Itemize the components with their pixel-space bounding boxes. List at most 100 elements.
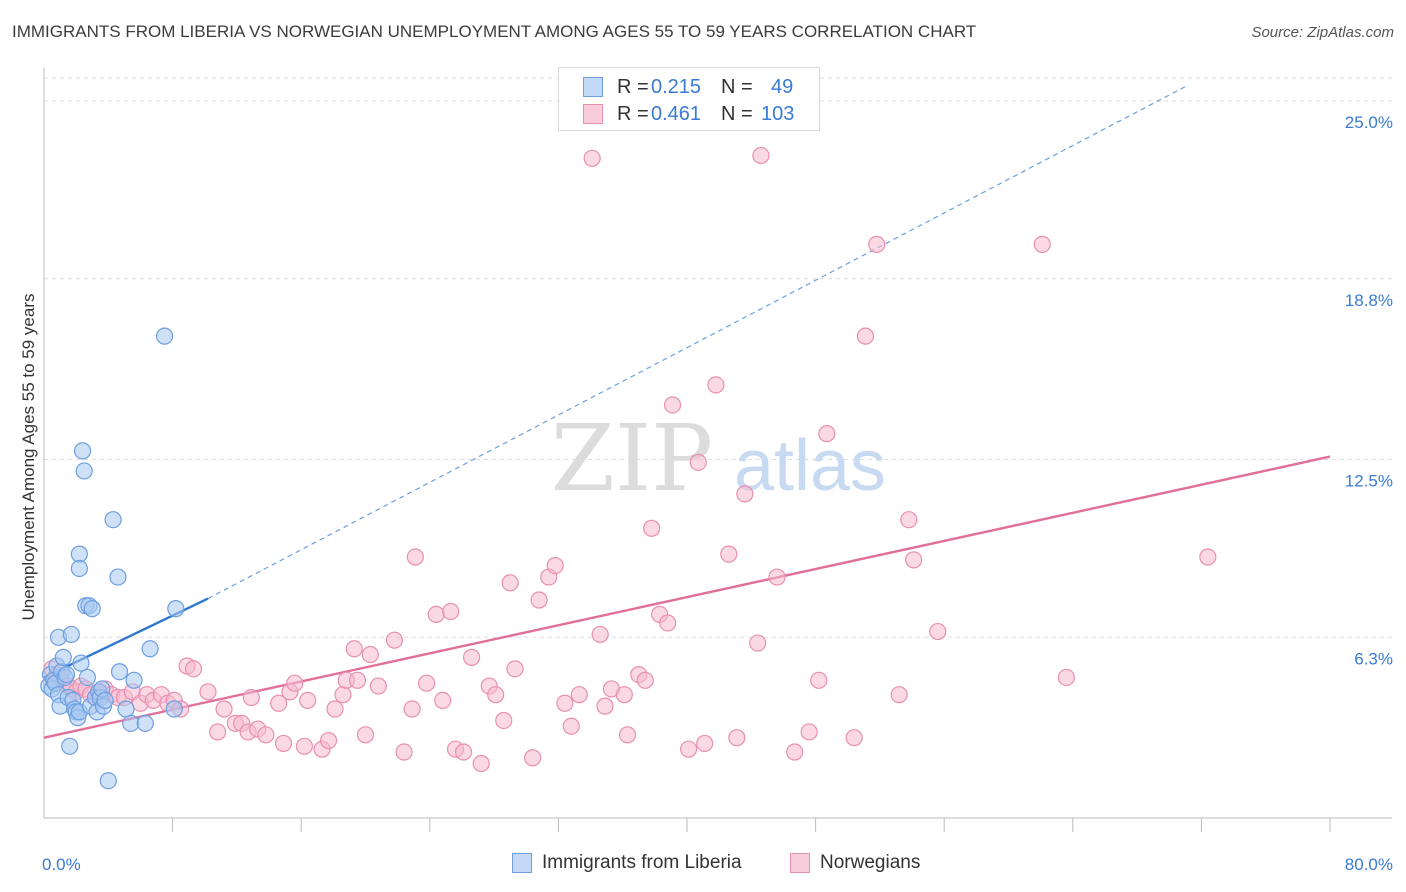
point-norwegians xyxy=(556,694,574,712)
point-norwegians xyxy=(345,640,363,658)
y-tick-label: 18.8% xyxy=(1345,291,1393,310)
point-liberia xyxy=(61,737,79,755)
point-liberia xyxy=(155,327,174,345)
legend-swatch-blue xyxy=(512,853,532,873)
point-liberia xyxy=(54,648,72,666)
point-norwegians xyxy=(689,453,707,471)
point-norwegians xyxy=(295,737,314,755)
point-norwegians xyxy=(427,605,445,623)
point-liberia xyxy=(70,559,88,578)
point-norwegians xyxy=(900,511,918,529)
point-norwegians xyxy=(800,723,818,741)
x-tick-label: 80.0% xyxy=(1345,855,1393,874)
point-norwegians xyxy=(395,743,413,761)
r-value-norwegians: 0.461 xyxy=(651,102,702,125)
point-norwegians xyxy=(274,734,293,753)
point-liberia xyxy=(57,665,76,684)
point-norwegians xyxy=(524,749,542,767)
point-norwegians xyxy=(326,700,344,718)
point-norwegians xyxy=(736,485,754,503)
n-label: N = xyxy=(721,75,753,98)
point-norwegians xyxy=(810,671,828,689)
series-legend: Immigrants from Liberia Norwegians xyxy=(0,852,1406,878)
gridlines xyxy=(44,77,1392,638)
r-value-liberia: 0.215 xyxy=(651,75,702,98)
point-liberia xyxy=(72,654,90,672)
point-liberia xyxy=(96,691,114,710)
point-liberia xyxy=(75,462,93,480)
point-norwegians xyxy=(257,726,275,744)
point-liberia xyxy=(62,625,80,644)
point-norwegians xyxy=(643,519,661,537)
point-norwegians xyxy=(495,711,513,730)
point-liberia xyxy=(73,442,92,460)
point-norwegians xyxy=(680,740,698,758)
correlation-legend: R = 0.215 N = 49 R = 0.461 N = 103 xyxy=(558,67,820,131)
point-liberia xyxy=(167,600,185,618)
point-liberia xyxy=(78,668,97,687)
legend-row-norwegians: R = 0.461 N = 103 xyxy=(583,101,794,127)
point-norwegians xyxy=(749,634,767,652)
watermark: ZIP atlas xyxy=(551,405,886,512)
point-norwegians xyxy=(596,697,614,715)
point-norwegians xyxy=(591,625,609,644)
point-norwegians xyxy=(334,686,352,704)
point-norwegians xyxy=(720,545,738,563)
point-norwegians xyxy=(209,723,227,741)
y-tick-label: 25.0% xyxy=(1345,113,1393,132)
chart-title: IMMIGRANTS FROM LIBERIA VS NORWEGIAN UNE… xyxy=(12,22,977,41)
point-liberia xyxy=(165,700,183,718)
legend-item-liberia[interactable]: Immigrants from Liberia xyxy=(512,852,742,874)
tick-labels: 6.3% 12.5% 18.8% 25.0% 0.0% 80.0% xyxy=(42,113,1393,874)
point-norwegians xyxy=(184,660,203,678)
point-norwegians xyxy=(319,731,338,750)
y-tick-label: 12.5% xyxy=(1345,471,1393,490)
point-norwegians xyxy=(356,726,375,744)
point-norwegians xyxy=(403,700,421,718)
point-norwegians xyxy=(570,686,588,704)
point-norwegians xyxy=(768,568,786,586)
point-norwegians xyxy=(636,671,654,689)
point-norwegians xyxy=(786,743,804,761)
source-label: Source: ZipAtlas.com xyxy=(1251,24,1394,41)
point-norwegians xyxy=(707,376,725,394)
r-label: R = xyxy=(617,75,649,98)
n-value-norwegians: 103 xyxy=(761,102,795,125)
legend-label-norwegians: Norwegians xyxy=(820,852,921,873)
watermark-atlas: atlas xyxy=(734,426,886,506)
point-liberia xyxy=(99,772,117,790)
point-norwegians xyxy=(506,660,524,678)
point-norwegians xyxy=(530,591,548,609)
y-axis-label: Unemployment Among Ages 55 to 59 years xyxy=(19,294,38,621)
n-value-liberia: 49 xyxy=(771,75,794,98)
point-norwegians xyxy=(583,149,601,167)
point-norwegians xyxy=(242,688,260,707)
point-norwegians xyxy=(728,729,746,747)
trend-line-norwegians xyxy=(43,455,1331,739)
point-norwegians xyxy=(299,691,317,710)
trend-line-liberia-extended xyxy=(207,86,1186,600)
legend-swatch-pink xyxy=(583,104,603,124)
point-norwegians xyxy=(215,700,233,718)
point-liberia xyxy=(141,640,159,658)
point-norwegians xyxy=(472,754,490,773)
point-norwegians xyxy=(1033,235,1051,253)
point-norwegians xyxy=(663,396,682,414)
point-norwegians xyxy=(385,631,404,649)
point-liberia xyxy=(117,700,135,718)
point-norwegians xyxy=(406,548,424,566)
legend-item-norwegians[interactable]: Norwegians xyxy=(790,852,920,874)
point-norwegians xyxy=(199,683,217,701)
point-liberia xyxy=(70,545,88,563)
point-norwegians xyxy=(659,614,677,632)
point-norwegians xyxy=(868,235,886,253)
n-label: N = xyxy=(721,102,753,125)
point-liberia xyxy=(104,511,122,529)
point-liberia xyxy=(110,663,129,681)
point-norwegians xyxy=(929,622,947,641)
point-norwegians xyxy=(286,674,304,692)
point-norwegians xyxy=(501,574,519,592)
point-norwegians xyxy=(1057,668,1075,687)
legend-row-liberia: R = 0.215 N = 49 xyxy=(583,74,793,100)
